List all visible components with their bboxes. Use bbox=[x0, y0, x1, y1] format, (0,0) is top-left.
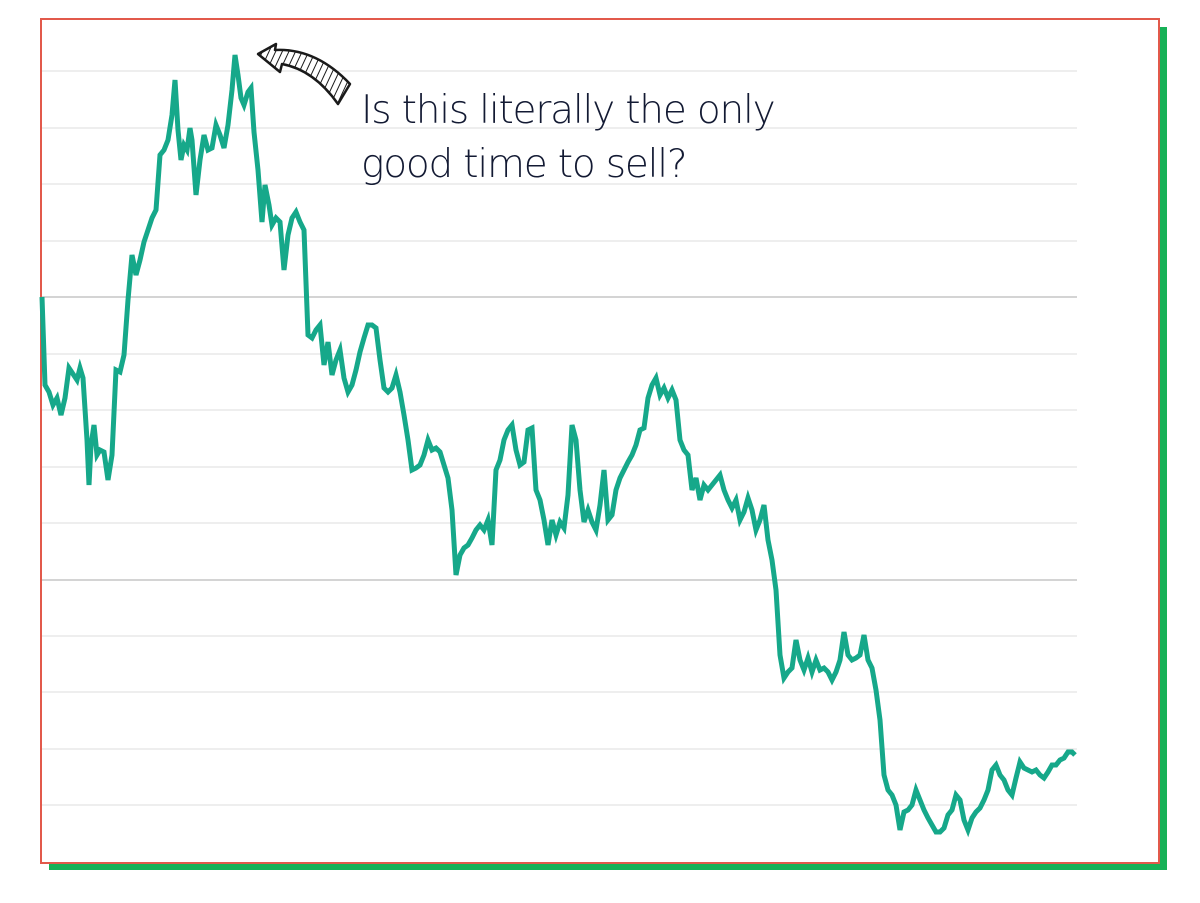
curved-arrow-pointing-left-icon bbox=[256, 42, 352, 106]
gridlines bbox=[42, 70, 1077, 806]
annotation-text: Is this literally the only good time to … bbox=[361, 84, 881, 192]
chart-frame bbox=[40, 18, 1160, 864]
price-line bbox=[39, 54, 1077, 838]
annotation-line-1: Is this literally the only bbox=[361, 88, 776, 133]
annotation-line-2: good time to sell? bbox=[361, 142, 688, 187]
